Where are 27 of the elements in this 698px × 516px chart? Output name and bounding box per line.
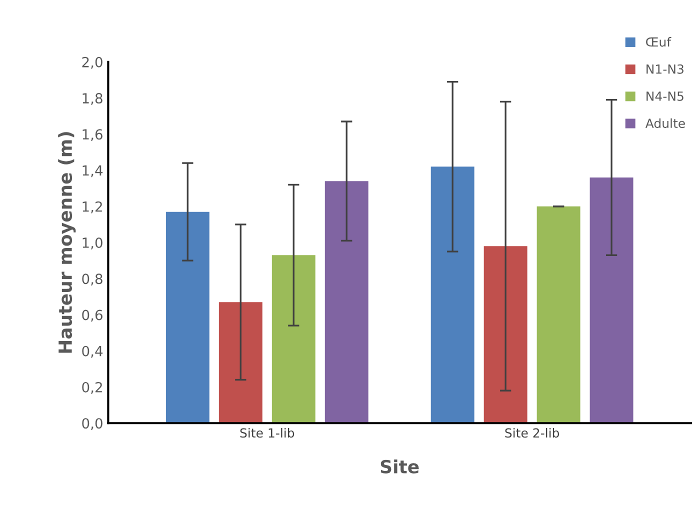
bar <box>430 166 474 424</box>
legend-label: Adulte <box>645 118 685 128</box>
bar <box>324 181 368 424</box>
x-tick-label: Site 1-lib <box>240 428 294 438</box>
y-tick-label: 1,4 <box>82 165 103 178</box>
bar <box>166 212 210 424</box>
y-axis-title: Hauteur moyenne (m) <box>58 132 76 353</box>
x-axis-title: Site <box>380 460 419 474</box>
legend-label: Œuf <box>646 37 672 47</box>
bar <box>272 255 316 424</box>
legend-label: N4-N5 <box>646 92 684 101</box>
x-tick-label: Site 2-lib <box>505 428 560 438</box>
y-tick-label: 0,8 <box>82 274 102 286</box>
y-tick-label: 1,6 <box>82 129 102 142</box>
y-tick-label: 1,2 <box>82 201 102 214</box>
bar <box>218 302 262 424</box>
bar <box>536 206 580 424</box>
y-tick-label: 0,6 <box>82 310 102 322</box>
bar <box>484 246 528 424</box>
legend-label: N1-N3 <box>646 64 684 74</box>
y-tick-label: 0,2 <box>82 382 102 394</box>
y-tick-label: 0,4 <box>82 346 103 358</box>
bar <box>590 178 634 424</box>
y-tick-label: 1,0 <box>82 237 102 250</box>
y-tick-label: 0,0 <box>82 418 102 430</box>
y-tick-label: 1,8 <box>82 93 102 105</box>
y-tick-label: 2,0 <box>82 56 102 69</box>
